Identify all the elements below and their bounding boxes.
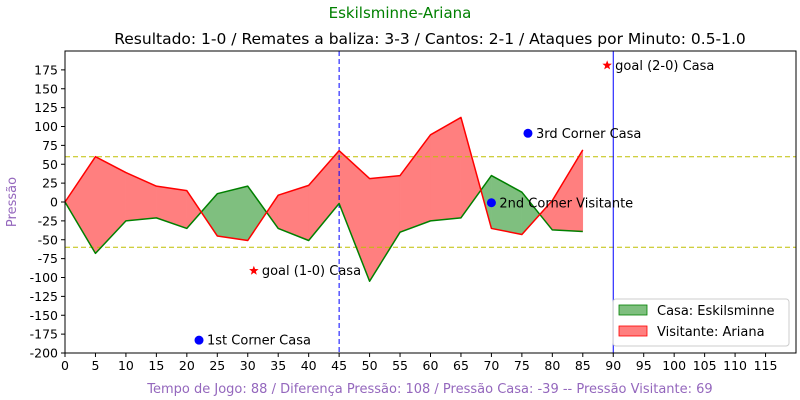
x-tick-label: 30 — [240, 358, 256, 373]
chart-title: Eskilsminne-Ariana — [329, 4, 472, 22]
y-tick-label: 0 — [50, 195, 58, 210]
x-tick-label: 115 — [754, 358, 778, 373]
x-tick-label: 90 — [605, 358, 621, 373]
y-tick-label: 100 — [34, 119, 58, 134]
y-tick-label: -75 — [38, 251, 58, 266]
y-tick-label: 150 — [34, 81, 58, 96]
x-tick-label: 10 — [118, 358, 134, 373]
y-tick-label: 25 — [42, 176, 58, 191]
y-tick-label: 50 — [42, 157, 58, 172]
y-tick-label: -125 — [30, 289, 58, 304]
fill-segment — [247, 185, 267, 242]
x-tick-label: 105 — [693, 358, 717, 373]
event-label: 2nd Corner Visitante — [499, 196, 633, 211]
y-tick-label: -25 — [38, 213, 58, 228]
x-tick-label: 110 — [723, 358, 747, 373]
x-tick-label: 70 — [483, 358, 499, 373]
x-tick-label: 65 — [453, 358, 469, 373]
legend-label-visitante: Visitante: Ariana — [657, 325, 765, 340]
y-tick-label: 125 — [34, 100, 58, 115]
legend-box — [612, 298, 790, 347]
fill-segment — [156, 185, 188, 229]
x-tick-label: 25 — [209, 358, 225, 373]
x-tick-label: 35 — [270, 358, 286, 373]
x-tick-label: 40 — [301, 358, 317, 373]
series-lines — [64, 116, 584, 283]
event-markers: 1st Corner Casa goal (1-0) Casa 3rd Corner… — [194, 59, 714, 349]
chart-subtitle: Resultado: 1-0 / Remates a baliza: 3-3 /… — [114, 30, 746, 48]
fill-segment — [95, 156, 127, 254]
fill-segment — [308, 149, 340, 242]
fill-segment — [217, 185, 248, 241]
fill-segment — [64, 155, 96, 255]
x-tick-label: 60 — [423, 358, 439, 373]
y-tick-label: 75 — [42, 138, 58, 153]
area-fills — [64, 117, 584, 283]
series-line-visitante — [64, 116, 584, 242]
x-tick-label: 50 — [362, 358, 378, 373]
legend-swatch-casa — [618, 304, 648, 316]
goal-star-icon — [602, 60, 612, 70]
y-tick-label: -175 — [30, 327, 58, 342]
x-tick-label: 45 — [331, 358, 347, 373]
x-tick-label: 20 — [179, 358, 195, 373]
event-label: 1st Corner Casa — [207, 334, 311, 349]
fill-segment — [399, 134, 431, 233]
event-label: goal (2-0) Casa — [615, 59, 714, 74]
legend-label-casa: Casa: Eskilsminne — [657, 304, 775, 319]
x-axis-label: Tempo de Jogo: 88 / Diferença Pressão: 1… — [146, 382, 712, 397]
series-line-casa — [64, 174, 583, 283]
y-tick-label: -100 — [30, 270, 58, 285]
x-tick-label: 55 — [392, 358, 408, 373]
x-tick-label: 15 — [148, 358, 164, 373]
fill-segment — [552, 149, 584, 232]
y-tick-label: 175 — [34, 62, 58, 77]
corner-marker — [194, 335, 204, 345]
y-axis-ticks: -200 -175 -150 -125 -100 -75 -50 -25 0 25 50 75 100 1… — [30, 62, 65, 361]
y-axis-label: Pressão — [5, 177, 20, 227]
x-tick-label: 5 — [91, 358, 99, 373]
y-tick-label: -200 — [30, 346, 58, 361]
goal-star-icon — [249, 265, 259, 275]
x-tick-label: 95 — [636, 358, 652, 373]
x-tick-label: 80 — [544, 358, 560, 373]
x-tick-label: 100 — [662, 358, 686, 373]
x-tick-label: 75 — [514, 358, 530, 373]
y-tick-label: -50 — [38, 232, 58, 247]
event-label: 3rd Corner Casa — [536, 127, 641, 142]
fill-segment — [266, 194, 279, 230]
legend: Casa: Eskilsminne Visitante: Ariana — [612, 298, 790, 347]
legend-swatch-visitante — [618, 325, 648, 337]
x-tick-label: 85 — [575, 358, 591, 373]
x-tick-label: 0 — [61, 358, 69, 373]
x-axis-ticks: 0 5 10 15 20 25 30 35 40 45 50 55 60 65 70 75 80 85 90 95 10… — [61, 353, 777, 373]
corner-marker — [486, 198, 496, 208]
y-tick-label: -150 — [30, 308, 58, 323]
fill-segment — [369, 175, 401, 283]
event-label: goal (1-0) Casa — [262, 264, 361, 279]
corner-marker — [523, 128, 533, 138]
